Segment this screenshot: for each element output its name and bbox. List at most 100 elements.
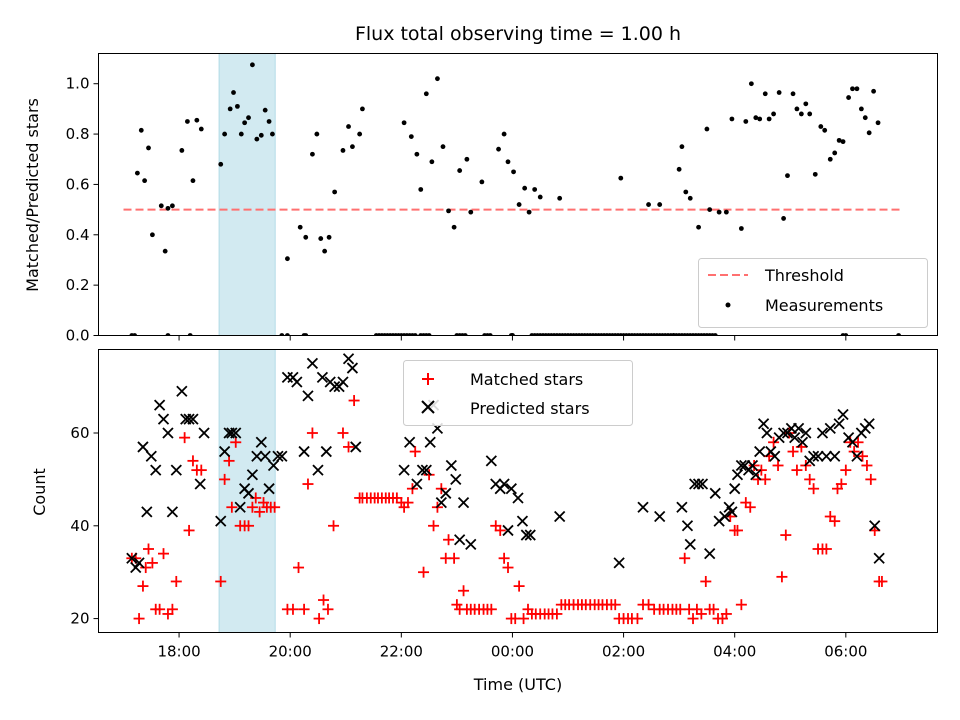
data-point xyxy=(875,120,881,126)
x-tick-label: 06:00 xyxy=(824,643,867,661)
data-point xyxy=(451,224,457,230)
data-point xyxy=(285,256,290,262)
data-point xyxy=(337,376,349,388)
data-point xyxy=(218,445,231,458)
data-point xyxy=(332,189,338,195)
data-point xyxy=(170,575,182,587)
data-point xyxy=(759,473,771,485)
data-point xyxy=(746,459,759,472)
data-point xyxy=(671,333,676,336)
data-point xyxy=(262,107,268,113)
data-point xyxy=(318,594,330,606)
data-point xyxy=(554,510,566,523)
data-point xyxy=(154,603,166,615)
data-point xyxy=(418,187,424,192)
x-tick-label: 22:00 xyxy=(380,643,423,661)
data-point xyxy=(215,515,227,527)
data-point xyxy=(465,538,477,550)
data-point xyxy=(416,464,429,476)
data-point xyxy=(198,126,204,132)
data-point xyxy=(222,131,228,137)
data-point xyxy=(896,333,902,336)
data-point xyxy=(816,427,829,439)
data-point xyxy=(637,501,649,513)
data-point xyxy=(263,483,275,495)
data-point xyxy=(609,599,621,611)
data-point xyxy=(704,547,716,560)
data-point xyxy=(707,207,713,213)
data-point xyxy=(804,473,816,485)
data-point xyxy=(310,151,315,157)
data-point xyxy=(328,520,340,532)
data-point xyxy=(487,333,493,336)
data-point xyxy=(343,441,355,453)
data-point xyxy=(435,76,440,82)
data-point xyxy=(768,436,780,448)
data-point xyxy=(716,209,722,215)
data-point xyxy=(696,478,709,490)
data-point xyxy=(827,156,833,162)
data-point xyxy=(435,496,447,509)
data-point xyxy=(194,478,206,490)
data-point xyxy=(812,171,818,177)
data-point xyxy=(303,333,309,336)
data-point xyxy=(140,562,152,574)
data-point xyxy=(709,487,721,499)
data-point xyxy=(520,529,532,541)
data-point xyxy=(255,436,267,448)
data-point xyxy=(401,120,407,126)
data-point xyxy=(753,115,759,121)
data-point xyxy=(243,520,255,532)
data-point xyxy=(287,603,299,615)
data-point xyxy=(142,178,148,184)
data-point xyxy=(479,179,485,185)
data-point xyxy=(297,224,303,230)
top-legend-box xyxy=(698,258,928,328)
data-point xyxy=(130,561,142,574)
data-point xyxy=(312,464,324,476)
data-point xyxy=(445,459,457,472)
data-point xyxy=(681,520,694,532)
data-point xyxy=(409,446,421,458)
data-point xyxy=(170,464,182,476)
top-axes-frame xyxy=(98,53,938,336)
data-point xyxy=(404,436,416,448)
data-point xyxy=(165,205,171,211)
data-point xyxy=(219,473,231,485)
data-point xyxy=(738,226,744,231)
data-point xyxy=(166,506,179,518)
data-point xyxy=(126,552,138,564)
data-point xyxy=(776,90,782,95)
data-point xyxy=(832,150,838,156)
data-point xyxy=(840,139,846,145)
data-point xyxy=(454,534,466,546)
matched-stars-legend-label: Matched stars xyxy=(470,370,583,389)
data-point xyxy=(137,580,149,592)
data-point xyxy=(511,169,516,175)
data-point xyxy=(744,501,756,513)
y-tick-label: 0.4 xyxy=(66,226,90,244)
data-point xyxy=(833,418,845,430)
data-point xyxy=(234,501,246,513)
data-point xyxy=(502,562,514,574)
predicted-stars-series xyxy=(126,353,885,574)
data-point xyxy=(505,483,517,495)
data-point xyxy=(346,362,359,374)
data-point xyxy=(631,613,643,625)
data-point xyxy=(829,450,841,462)
data-point xyxy=(643,599,655,611)
data-point xyxy=(518,613,530,625)
data-point xyxy=(424,436,436,448)
data-point xyxy=(230,427,242,439)
data-point xyxy=(735,599,747,611)
bottom-y-axis-label: Count xyxy=(30,468,49,516)
data-point xyxy=(729,483,741,495)
data-point xyxy=(708,603,720,615)
data-point xyxy=(792,422,805,435)
data-point xyxy=(146,557,158,569)
data-point xyxy=(246,501,258,513)
data-point xyxy=(501,131,507,137)
y-tick-label: 0.0 xyxy=(66,327,90,345)
x-tick-label: 02:00 xyxy=(602,643,645,661)
